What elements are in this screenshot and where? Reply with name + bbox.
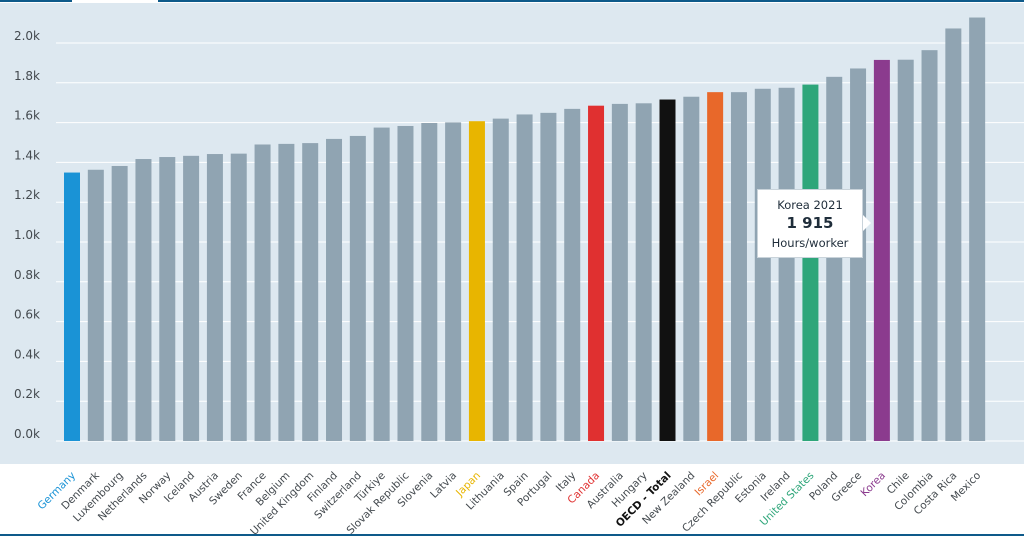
tooltip-pointer	[863, 215, 871, 231]
korea-tooltip: Korea 2021 1 915 Hours/worker	[757, 189, 863, 258]
bar-norway[interactable]	[159, 157, 176, 442]
bar-chile[interactable]	[897, 59, 914, 441]
bar-finland[interactable]	[326, 138, 343, 441]
bar-france[interactable]	[254, 144, 271, 442]
bar-iceland[interactable]	[183, 155, 200, 441]
bar-mexico[interactable]	[969, 17, 986, 441]
x-label-korea: Korea	[858, 470, 888, 500]
bar-ireland[interactable]	[778, 87, 795, 442]
bar-luxembourg[interactable]	[111, 165, 128, 441]
bar-korea[interactable]	[873, 59, 890, 441]
tooltip-value: 1 915	[786, 214, 834, 232]
bar-israel[interactable]	[707, 92, 724, 441]
bar-italy[interactable]	[564, 108, 581, 441]
tooltip-title: Korea 2021	[777, 198, 843, 212]
bar-netherlands[interactable]	[135, 159, 152, 441]
bar-sweden[interactable]	[230, 153, 247, 442]
bar-canada[interactable]	[588, 105, 605, 441]
top-border-line	[0, 0, 1024, 2]
bar-austria[interactable]	[206, 154, 223, 442]
bar-japan[interactable]	[468, 121, 485, 441]
y-tick-label: 0.4k	[14, 347, 40, 361]
bars	[64, 17, 986, 442]
bar-estonia[interactable]	[754, 88, 771, 442]
y-tick-label: 1.8k	[14, 69, 40, 83]
y-axis-tick-labels: 0.0k 0.2k 0.4k 0.6k 0.8k 1.0k 1.2k 1.4k 1.6k 1.8k…	[14, 29, 40, 441]
y-tick-label: 1.2k	[14, 188, 40, 202]
bar-lithuania[interactable]	[492, 118, 509, 442]
bar-slovak-republic[interactable]	[397, 125, 414, 441]
bar-poland[interactable]	[826, 76, 843, 441]
x-axis-category-labels: GermanyDenmarkLuxembourgNetherlandsNorwa…	[36, 469, 984, 536]
bar-germany[interactable]	[64, 172, 80, 441]
bar-spain[interactable]	[516, 114, 533, 441]
y-tick-label: 0.8k	[14, 268, 40, 282]
y-tick-label: 0.6k	[14, 308, 40, 322]
bar-united-kingdom[interactable]	[302, 143, 319, 442]
y-tick-label: 1.4k	[14, 148, 40, 162]
y-tick-label: 1.6k	[14, 109, 40, 123]
bar-denmark[interactable]	[87, 169, 104, 441]
y-tick-label: 0.0k	[14, 427, 40, 441]
bar-latvia[interactable]	[445, 122, 462, 441]
bar-hungary[interactable]	[635, 103, 652, 441]
y-tick-label: 1.0k	[14, 228, 40, 242]
bar-new-zealand[interactable]	[683, 96, 700, 441]
bar-costa-rica[interactable]	[945, 28, 962, 442]
tooltip-unit: Hours/worker	[771, 236, 849, 250]
bar-colombia[interactable]	[921, 50, 938, 441]
bottom-border-line	[0, 534, 1024, 536]
bar-portugal[interactable]	[540, 112, 557, 441]
active-tab-marker	[72, 0, 158, 3]
bar-belgium[interactable]	[278, 143, 295, 441]
y-tick-label: 2.0k	[14, 29, 40, 43]
bar-czech-republic[interactable]	[730, 92, 747, 441]
bar-slovenia[interactable]	[421, 122, 438, 442]
y-tick-label: 0.2k	[14, 387, 40, 401]
bar-oecd-total[interactable]	[659, 99, 676, 442]
bar-united-states[interactable]	[802, 84, 819, 441]
bar-t-rkiye[interactable]	[373, 127, 390, 441]
x-label-latvia: Latvia	[428, 470, 459, 501]
bar-switzerland[interactable]	[349, 135, 366, 442]
bar-australia[interactable]	[611, 103, 628, 442]
